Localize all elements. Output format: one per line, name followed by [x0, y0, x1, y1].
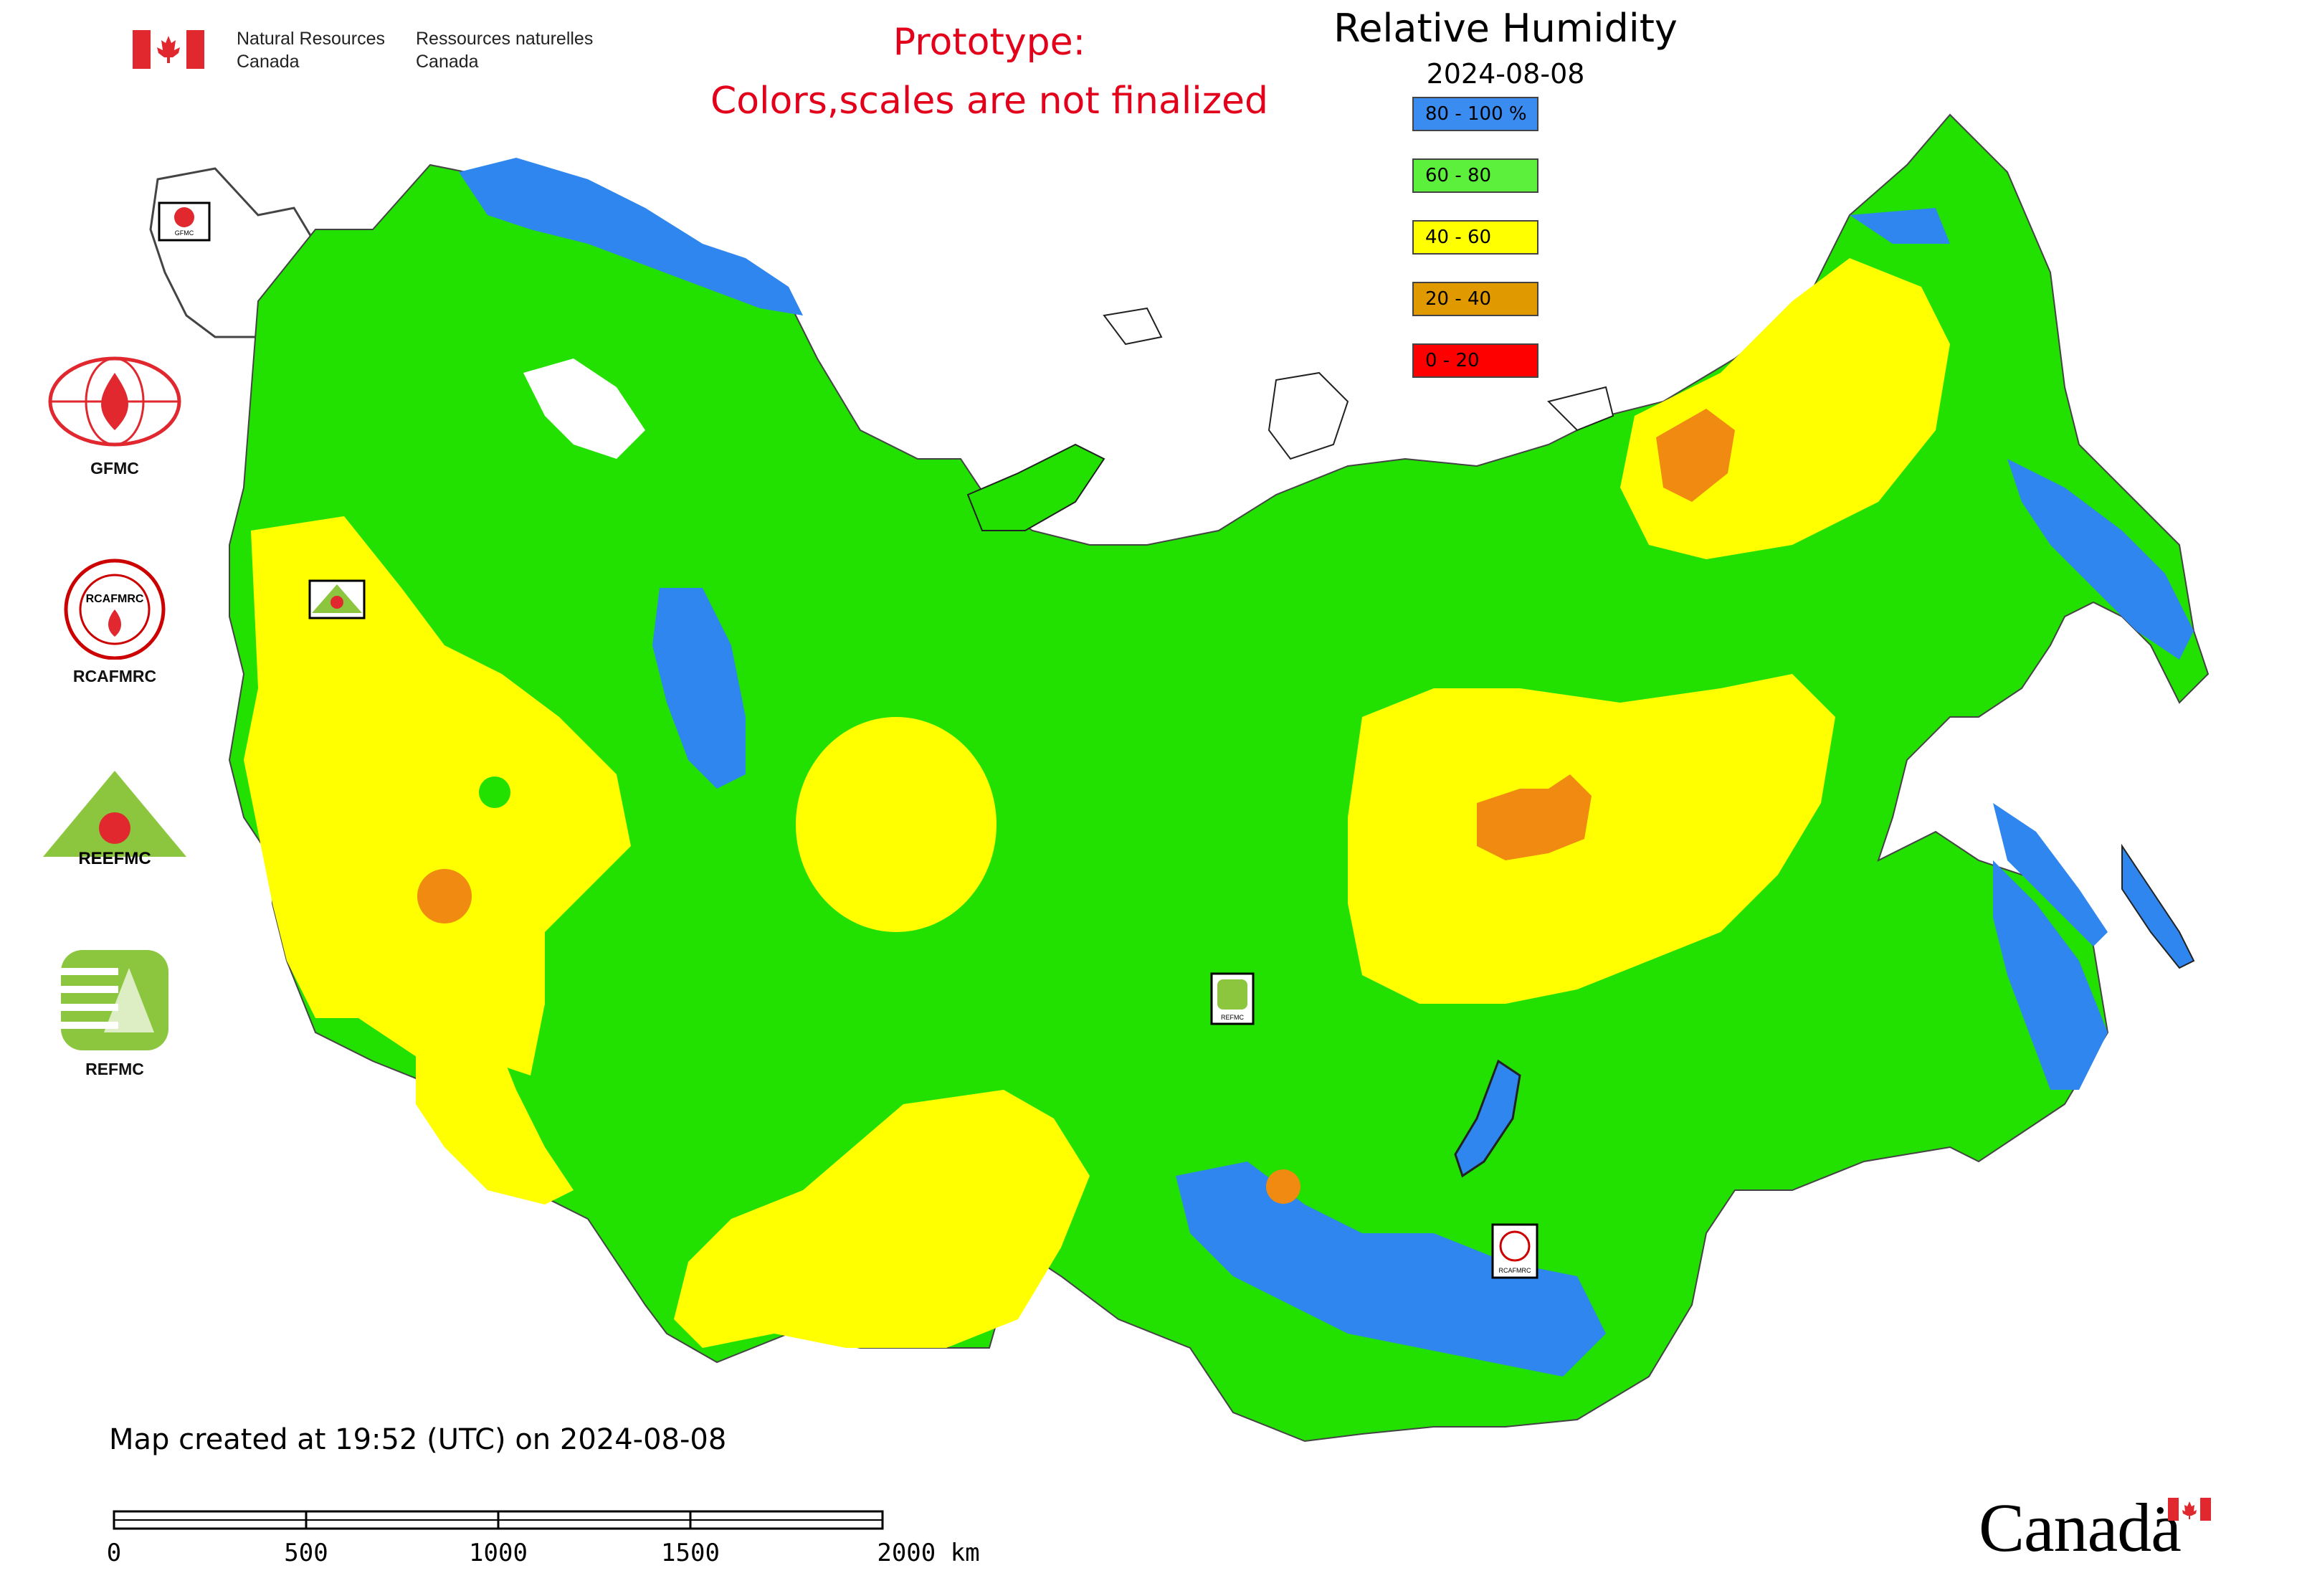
legend-item-60-80: 60 - 80 — [1412, 158, 1538, 193]
logo-rcafmrc[interactable]: RCAFMRC RCAFMRC — [29, 552, 201, 695]
scale-label-1500: 1500 — [661, 1539, 720, 1567]
marker-reefmc[interactable] — [308, 579, 366, 619]
franz-josef-land — [1103, 307, 1163, 346]
region-yellow-central — [796, 717, 997, 932]
scale-label-1000: 1000 — [469, 1539, 528, 1567]
region-blue-south — [1176, 1162, 1606, 1377]
nrcan-signature: Natural Resources Canada Ressources natu… — [133, 22, 599, 79]
map-date: 2024-08-08 — [1426, 58, 1585, 90]
agency-name-fr: Ressources naturelles Canada — [416, 29, 594, 72]
scale-label-500: 500 — [284, 1539, 328, 1567]
canada-flag-small-icon — [2168, 1498, 2211, 1521]
map-title: Relative Humidity — [1333, 6, 1678, 51]
region-blue-north — [459, 158, 803, 315]
gfmc-globe-icon — [48, 356, 181, 447]
region-orange-south — [1266, 1169, 1300, 1204]
region-orange-ne — [1656, 409, 1735, 502]
reefmc-triangle-icon: REEFMC — [43, 771, 186, 868]
region-yellow-sw — [416, 1018, 574, 1205]
region-green-spot — [479, 776, 510, 808]
region-blue-ne — [1850, 208, 1950, 244]
logo-gfmc[interactable]: GFMC — [29, 351, 201, 495]
novaya-zemlya — [966, 443, 1105, 531]
region-yellow-south — [674, 1090, 1090, 1348]
legend-item-0-20: 0 - 20 — [1412, 343, 1538, 378]
region-blue-wsib — [652, 588, 746, 789]
white-sea — [523, 358, 645, 459]
svg-text:REFMC: REFMC — [1221, 1014, 1244, 1021]
scale-bar-graphic — [113, 1510, 884, 1530]
logo-reefmc[interactable]: REEFMC — [29, 764, 201, 878]
region-blue-sakhalin — [1993, 803, 2108, 946]
legend-item-80-100: 80 - 100 % — [1412, 97, 1538, 131]
scale-bar: 0 500 1000 1500 2000 km — [106, 1497, 980, 1576]
logo-refmc[interactable]: REFMC — [29, 946, 201, 1090]
map-created-timestamp: Map created at 19:52 (UTC) on 2024-08-08 — [109, 1423, 727, 1456]
legend-item-20-40: 20 - 40 — [1412, 282, 1538, 316]
marker-gfmc[interactable]: GFMC — [158, 201, 211, 242]
prototype-notice: Prototype: Colors,scales are not finaliz… — [710, 21, 1269, 123]
lake-baikal — [1454, 1059, 1521, 1178]
agency-name-en: Natural Resources Canada — [237, 29, 386, 72]
refmc-sigma-icon — [61, 950, 168, 1050]
svg-text:REEFMC: REEFMC — [78, 849, 151, 868]
region-yellow-east — [1348, 674, 1835, 1004]
region-orange-west — [417, 869, 472, 923]
canada-flag-icon — [133, 30, 204, 69]
marker-refmc[interactable]: REFMC — [1210, 972, 1255, 1025]
region-blue-fareast — [1993, 860, 2108, 1090]
kuril-islands — [2121, 843, 2195, 969]
svg-text:GFMC: GFMC — [175, 229, 194, 237]
region-orange-east — [1477, 774, 1592, 860]
scale-label-0: 0 — [106, 1539, 122, 1567]
svg-text:RCAFMRC: RCAFMRC — [1499, 1267, 1531, 1274]
legend-item-40-60: 40 - 60 — [1412, 220, 1538, 255]
new-siberian-islands — [1547, 386, 1614, 432]
severnaya-zemlya — [1267, 371, 1349, 460]
region-blue-kamchatka — [2007, 459, 2194, 660]
scale-label-2000: 2000 km — [877, 1539, 980, 1567]
marker-rcafmrc[interactable]: RCAFMRC — [1491, 1223, 1538, 1279]
region-yellow-west — [244, 516, 631, 1075]
svg-text:RCAFMRC: RCAFMRC — [86, 593, 144, 605]
canada-wordmark: Canadä — [1979, 1481, 2215, 1567]
rcafmrc-seal-icon: RCAFMRC — [64, 559, 166, 660]
